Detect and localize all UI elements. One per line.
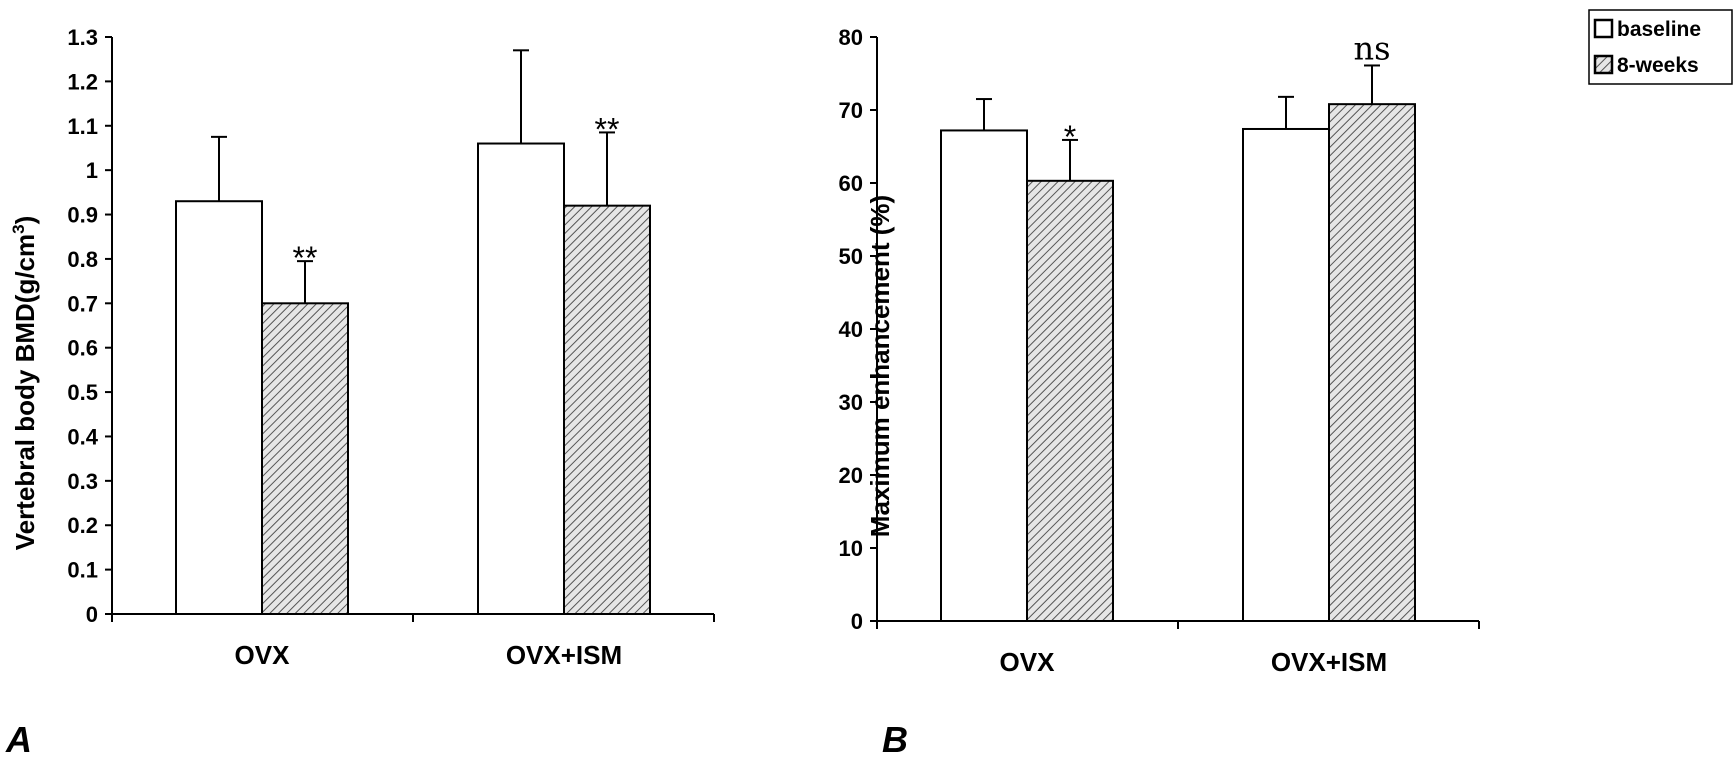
panel-b-bar-ovx-baseline	[940, 129, 1028, 622]
panel-a-label: A	[5, 719, 32, 760]
panel-a-y-tick-label: 0.5	[67, 380, 98, 405]
panel-a-y-tick-label: 1.2	[67, 69, 98, 94]
panel-b-y-tick-label: 20	[839, 463, 863, 488]
panel-a-y-tick-label: 0.7	[67, 291, 98, 316]
panel-b-bar-ovx-ism-baseline	[1242, 127, 1330, 622]
legend-swatch-baseline	[1593, 18, 1614, 39]
panel-b-y-tick-label: 60	[839, 171, 863, 196]
panel-b-y-tick-label: 50	[839, 244, 863, 269]
panel-b-chart: Maximum enhancement (%) B baseline 8-wee…	[839, 9, 1733, 760]
panel-a-y-tick-label: 0.6	[67, 336, 98, 361]
panel-b-significance-marker: *	[1064, 119, 1076, 155]
panel-b-y-tick-label: 0	[851, 609, 863, 634]
panel-a-bar-ovx-ism-8-weeks	[563, 204, 651, 616]
panel-a-bar-ovx-8-weeks	[261, 302, 349, 615]
panel-a-chart: Vertebral body BMD(g/cm3) A 0 0.1 0.2 0.3 0.…	[5, 25, 715, 760]
panel-b-y-tick-label: 10	[839, 536, 863, 561]
panel-a-category-label: OVX	[235, 640, 291, 670]
panel-b-bar-ovx-ism-8-weeks	[1328, 103, 1416, 623]
panel-b-y-tick-label: 80	[839, 25, 863, 50]
panel-b-bar-ovx-8-weeks	[1026, 179, 1114, 622]
panel-b-y-tick-label: 30	[839, 390, 863, 415]
panel-b-y-axis-label: Maximum enhancement (%)	[865, 195, 895, 537]
panel-a-y-tick-label: 0.2	[67, 513, 98, 538]
panel-a-bar-ovx-baseline	[175, 200, 263, 615]
panel-a-y-tick-label: 0	[86, 602, 98, 627]
panel-a-significance-marker: **	[293, 240, 318, 276]
legend: baseline 8-weeks	[1588, 9, 1733, 85]
panel-b-category-label: OVX+ISM	[1271, 647, 1387, 677]
panel-a-y-axis-label: Vertebral body BMD(g/cm3)	[9, 216, 40, 551]
panel-b-y-tick-label: 40	[839, 317, 863, 342]
panel-a-y-tick-label: 1.3	[67, 25, 98, 50]
legend-swatch-8-weeks	[1593, 54, 1614, 75]
panel-a-y-tick-label: 0.1	[67, 558, 98, 583]
panel-b-label: B	[882, 719, 908, 760]
panel-a-category-label: OVX+ISM	[506, 640, 622, 670]
panel-a-y-tick-label: 0.3	[67, 469, 98, 494]
panel-a-y-tick-label: 0.8	[67, 247, 98, 272]
panel-b-category-label: OVX	[1000, 647, 1056, 677]
legend-label-baseline: baseline	[1617, 18, 1701, 41]
panel-a-y-tick-label: 0.4	[67, 424, 98, 449]
panel-a-bar-ovx-ism-baseline	[477, 142, 565, 615]
panel-b-y-tick-label: 70	[839, 98, 863, 123]
panel-b-significance-marker: ns	[1353, 29, 1390, 67]
panel-a-significance-marker: **	[595, 111, 620, 147]
panel-a-y-tick-label: 1	[86, 158, 98, 183]
legend-label-8-weeks: 8-weeks	[1617, 54, 1699, 77]
panel-a-y-tick-label: 0.9	[67, 203, 98, 228]
panel-a-y-tick-label: 1.1	[67, 114, 98, 139]
